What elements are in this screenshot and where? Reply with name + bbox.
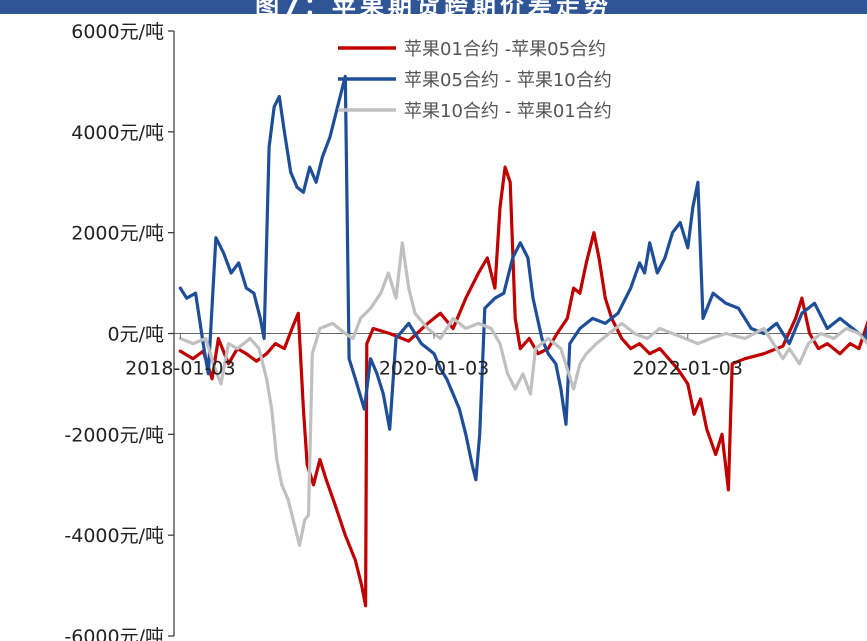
y-tick-label: 6000元/吨 — [71, 21, 164, 43]
y-tick-label: 0元/吨 — [108, 324, 165, 346]
x-tick-label: 2022-01-03 — [633, 358, 743, 380]
y-tick-label: -2000元/吨 — [64, 424, 164, 446]
series-line-3 — [178, 241, 867, 547]
series-line-1 — [178, 165, 867, 608]
series-line-2 — [178, 74, 867, 482]
y-tick-label: -6000元/吨 — [64, 626, 164, 641]
y-tick-label: 4000元/吨 — [71, 122, 164, 144]
x-tick-label: 2018-01-03 — [125, 358, 235, 380]
legend-label-2: 苹果05合约 - 苹果10合约 — [404, 70, 612, 91]
x-tick-label: 2020-01-03 — [379, 358, 489, 380]
y-tick-label: 2000元/吨 — [71, 223, 164, 245]
legend-label-1: 苹果01合约 -苹果05合约 — [404, 39, 606, 60]
chart-title-bar: 图7：苹果期货跨期价差走势 — [0, 0, 867, 14]
y-tick-label: -4000元/吨 — [64, 525, 164, 547]
chart-title: 图7：苹果期货跨期价差走势 — [255, 0, 612, 14]
legend-label-3: 苹果10合约 - 苹果01合约 — [404, 101, 612, 122]
